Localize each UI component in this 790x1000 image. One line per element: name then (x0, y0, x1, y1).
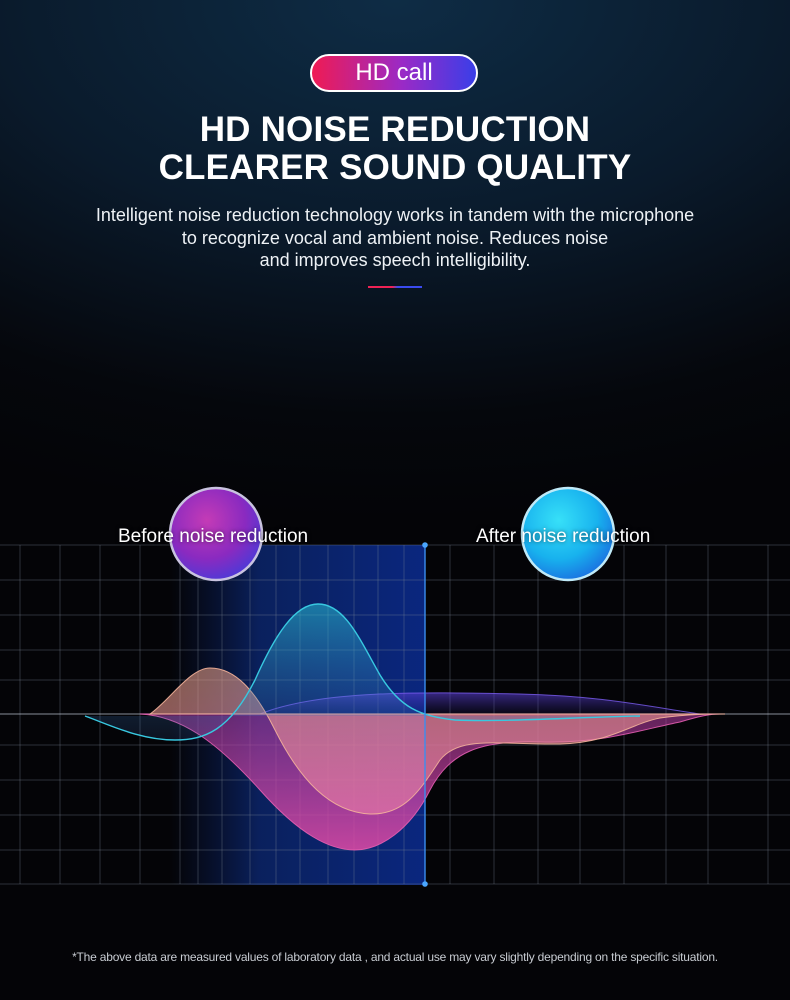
after-sphere (520, 486, 616, 582)
description-line-2: to recognize vocal and ambient noise. Re… (181, 228, 609, 248)
divider-top-dot (422, 542, 428, 548)
description-line-1: Intelligent noise reduction technology w… (95, 205, 695, 225)
description-line-3: and improves speech intelligibility. (259, 250, 531, 270)
peach-wave (148, 667, 726, 815)
headline-line-2: CLEARER SOUND QUALITY (158, 148, 632, 187)
hd-call-badge-label: HD call (355, 59, 433, 86)
after-noise-reduction-label: After noise reduction (476, 526, 651, 547)
noise-waveform-illustration (0, 486, 790, 887)
before-sphere (168, 486, 264, 582)
cyan-wave (84, 603, 641, 741)
before-noise-reduction-label: Before noise reduction (118, 526, 309, 547)
disclaimer-text: *The above data are measured values of l… (72, 950, 718, 964)
divider-bottom-dot (422, 881, 428, 887)
title-divider (368, 286, 422, 288)
hd-call-badge: HD call (310, 54, 478, 92)
headline-line-1: HD NOISE REDUCTION (199, 110, 591, 149)
